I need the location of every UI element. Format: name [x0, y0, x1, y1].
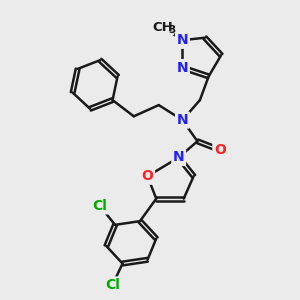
- Text: 3: 3: [168, 25, 175, 35]
- Text: N: N: [177, 61, 188, 75]
- Text: N: N: [173, 151, 184, 164]
- Text: O: O: [142, 169, 153, 183]
- Text: Cl: Cl: [105, 278, 120, 292]
- Text: Cl: Cl: [93, 199, 107, 213]
- Text: CH: CH: [152, 21, 173, 34]
- Text: O: O: [214, 143, 226, 157]
- Text: N: N: [177, 33, 188, 47]
- Text: N: N: [177, 113, 188, 127]
